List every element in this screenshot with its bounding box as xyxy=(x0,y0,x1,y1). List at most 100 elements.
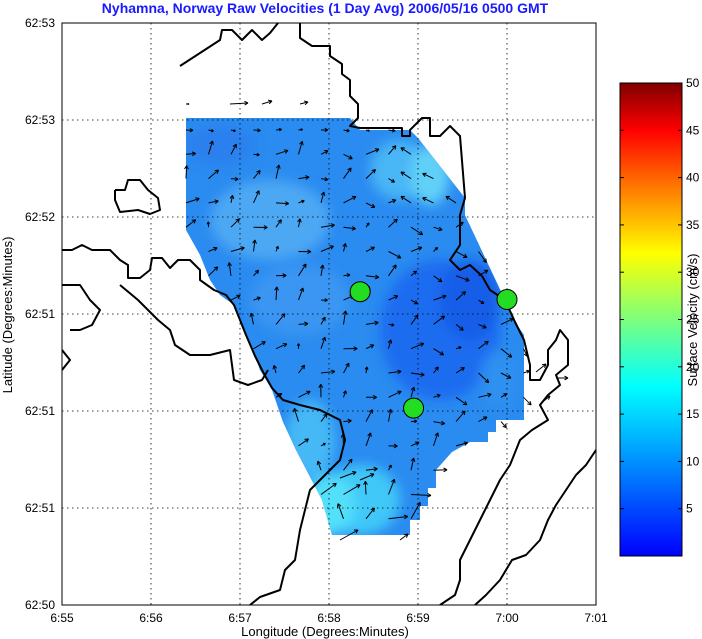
vector-arrow xyxy=(523,369,530,374)
vector-arrow xyxy=(365,129,370,132)
x-tick-label: 6:56 xyxy=(139,611,163,625)
vector-arrow xyxy=(523,396,532,406)
colorbar-tick-label: 25 xyxy=(686,313,700,327)
vector-arrow xyxy=(320,413,328,422)
vector-arrow xyxy=(320,298,328,303)
vector-arrow xyxy=(185,128,194,133)
vector-arrow xyxy=(478,392,492,398)
vector-arrow xyxy=(365,246,375,252)
vector-arrow xyxy=(433,432,440,447)
vector-arrow xyxy=(478,269,489,277)
vector-arrow xyxy=(320,336,327,349)
vector-arrow xyxy=(230,176,239,182)
vector-arrow xyxy=(229,100,249,106)
vector-arrow xyxy=(316,460,322,471)
vector-arrow xyxy=(274,286,279,301)
vector-arrow xyxy=(388,264,397,277)
vector-arrow xyxy=(365,222,370,228)
vector-arrow xyxy=(320,223,335,228)
vector-arrow xyxy=(433,366,439,374)
x-axis-label: Longitude (Degrees:Minutes) xyxy=(241,624,409,639)
coastline xyxy=(62,23,596,605)
vector-arrow xyxy=(410,457,416,471)
x-tick-label: 6:57 xyxy=(228,611,252,625)
vector-arrow xyxy=(208,199,219,204)
vector-arrow xyxy=(455,367,465,374)
vector-arrow xyxy=(433,348,445,356)
vector-arrow xyxy=(410,372,425,377)
site-marker xyxy=(496,288,518,310)
vector-arrow xyxy=(343,346,358,351)
vector-arrow xyxy=(365,274,380,280)
vector-arrow xyxy=(318,383,324,398)
vector-arrow xyxy=(185,197,200,204)
vector-arrow xyxy=(252,239,257,252)
vector-arrow xyxy=(340,433,346,446)
vector-arrow xyxy=(249,312,255,325)
vector-arrow xyxy=(298,249,312,255)
site-marker xyxy=(349,281,371,303)
y-tick-label: 62:50 xyxy=(25,598,55,612)
vector-arrow xyxy=(343,128,350,133)
colorbar-label: Surface Velocity (cm/s) xyxy=(685,254,700,387)
vector-arrow xyxy=(320,442,326,447)
y-tick-label: 62:51 xyxy=(25,404,55,418)
vector-arrow xyxy=(364,366,369,374)
vector-arrow xyxy=(455,291,467,301)
vector-arrow xyxy=(433,294,447,301)
colorbar-ticks: 50 45 40 35 30 25 20 15 10 5 xyxy=(620,76,700,516)
x-tick-label: 6:58 xyxy=(317,611,341,625)
vector-arrow xyxy=(410,342,425,350)
vector-arrow xyxy=(275,273,287,278)
vector-arrow xyxy=(342,390,347,398)
vector-arrow xyxy=(455,410,466,422)
vector-arrow xyxy=(275,164,281,179)
vector-arrow xyxy=(433,275,443,283)
colorbar-tick-label: 40 xyxy=(686,171,700,185)
site-markers xyxy=(349,281,518,419)
vector-arrow xyxy=(433,226,443,232)
chart-title: Nyhamna, Norway Raw Velocities (1 Day Av… xyxy=(102,0,549,16)
vector-arrow xyxy=(275,343,288,350)
vector-arrow xyxy=(206,221,211,228)
vector-arrow xyxy=(500,372,512,379)
vector-arrow xyxy=(410,501,421,520)
vector-arrow xyxy=(261,99,273,105)
y-tick-labels: 62:53 62:53 62:52 62:51 62:51 62:51 62:50 xyxy=(25,16,55,612)
y-tick-label: 62:53 xyxy=(25,16,55,30)
vector-arrow xyxy=(298,199,305,204)
x-tick-label: 6:59 xyxy=(406,611,430,625)
vector-arrow xyxy=(272,365,278,374)
vector-arrow xyxy=(478,340,489,350)
vector-arrow xyxy=(343,195,357,204)
vector-arrow xyxy=(500,393,508,398)
vector-arrow xyxy=(185,151,196,157)
vector-arrow xyxy=(365,394,377,400)
vector-arrow xyxy=(500,421,507,429)
vector-arrow xyxy=(253,341,266,350)
vector-arrow xyxy=(433,246,439,252)
vector-arrow xyxy=(275,313,286,325)
y-tick-label: 62:51 xyxy=(25,501,55,515)
vector-arrow xyxy=(320,369,336,375)
vector-arrow xyxy=(320,316,326,325)
vector-arrow xyxy=(478,323,487,329)
vector-arrow xyxy=(343,226,356,231)
vector-arrow xyxy=(387,408,393,422)
colorbar xyxy=(619,82,683,557)
vector-arrow xyxy=(365,320,379,326)
x-tick-label: 7:00 xyxy=(495,611,519,625)
vector-arrow xyxy=(298,175,310,180)
vector-arrow xyxy=(388,295,399,301)
vector-arrow xyxy=(343,458,353,471)
vector-arrow xyxy=(556,375,569,381)
vector-arrow xyxy=(500,317,514,325)
vector-arrow xyxy=(388,478,396,495)
vector-arrow xyxy=(320,191,326,204)
vector-arrow xyxy=(365,344,375,350)
vector-arrow xyxy=(388,369,402,375)
vector-arrow xyxy=(388,199,397,204)
vector-arrow xyxy=(410,314,419,325)
vector-arrow xyxy=(455,251,468,258)
vector-arrow xyxy=(296,343,301,349)
